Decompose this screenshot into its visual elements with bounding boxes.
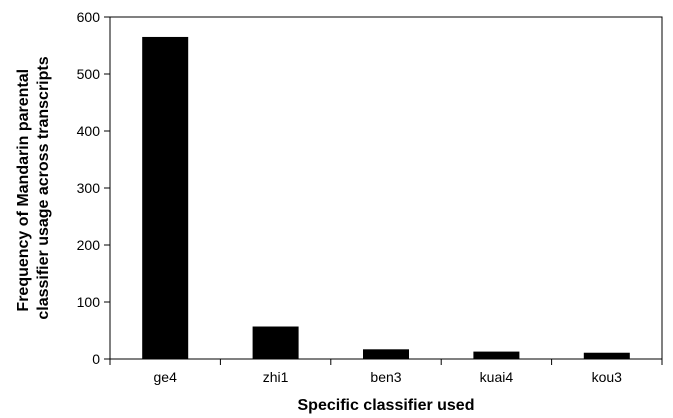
- x-tick-label: ge4: [154, 369, 178, 385]
- y-tick-label: 300: [77, 180, 101, 196]
- y-axis-title-line-2: classifier usage across transcripts: [35, 56, 52, 319]
- bar-ge4: [142, 36, 189, 359]
- y-axis-title: Frequency of Mandarin parental classifie…: [15, 56, 52, 319]
- y-tick-label: 500: [77, 66, 101, 82]
- x-tick-label: ben3: [370, 369, 401, 385]
- y-tick-label: 100: [77, 294, 101, 310]
- plot-area-border: [109, 16, 663, 360]
- x-tick-label: kuai4: [480, 369, 514, 385]
- bars: [142, 36, 630, 359]
- y-tick-label: 200: [77, 237, 101, 253]
- y-axis-title-line-1: Frequency of Mandarin parental: [15, 69, 32, 312]
- bar-ben3: [363, 349, 409, 359]
- y-tick-label: 0: [92, 351, 100, 367]
- x-tick-label: kou3: [592, 369, 623, 385]
- bar-kuai4: [473, 351, 520, 359]
- y-axis-ticks: 0 100 200 300 400 500 600: [77, 9, 110, 367]
- bar-zhi1: [252, 326, 299, 359]
- y-tick-label: 400: [77, 123, 101, 139]
- y-tick-label: 600: [77, 9, 101, 25]
- x-axis-ticks: ge4 zhi1 ben3 kuai4 kou3: [109, 359, 663, 385]
- x-axis-title: Specific classifier used: [298, 397, 475, 414]
- bar-kou3: [583, 352, 630, 359]
- x-tick-label: zhi1: [263, 369, 289, 385]
